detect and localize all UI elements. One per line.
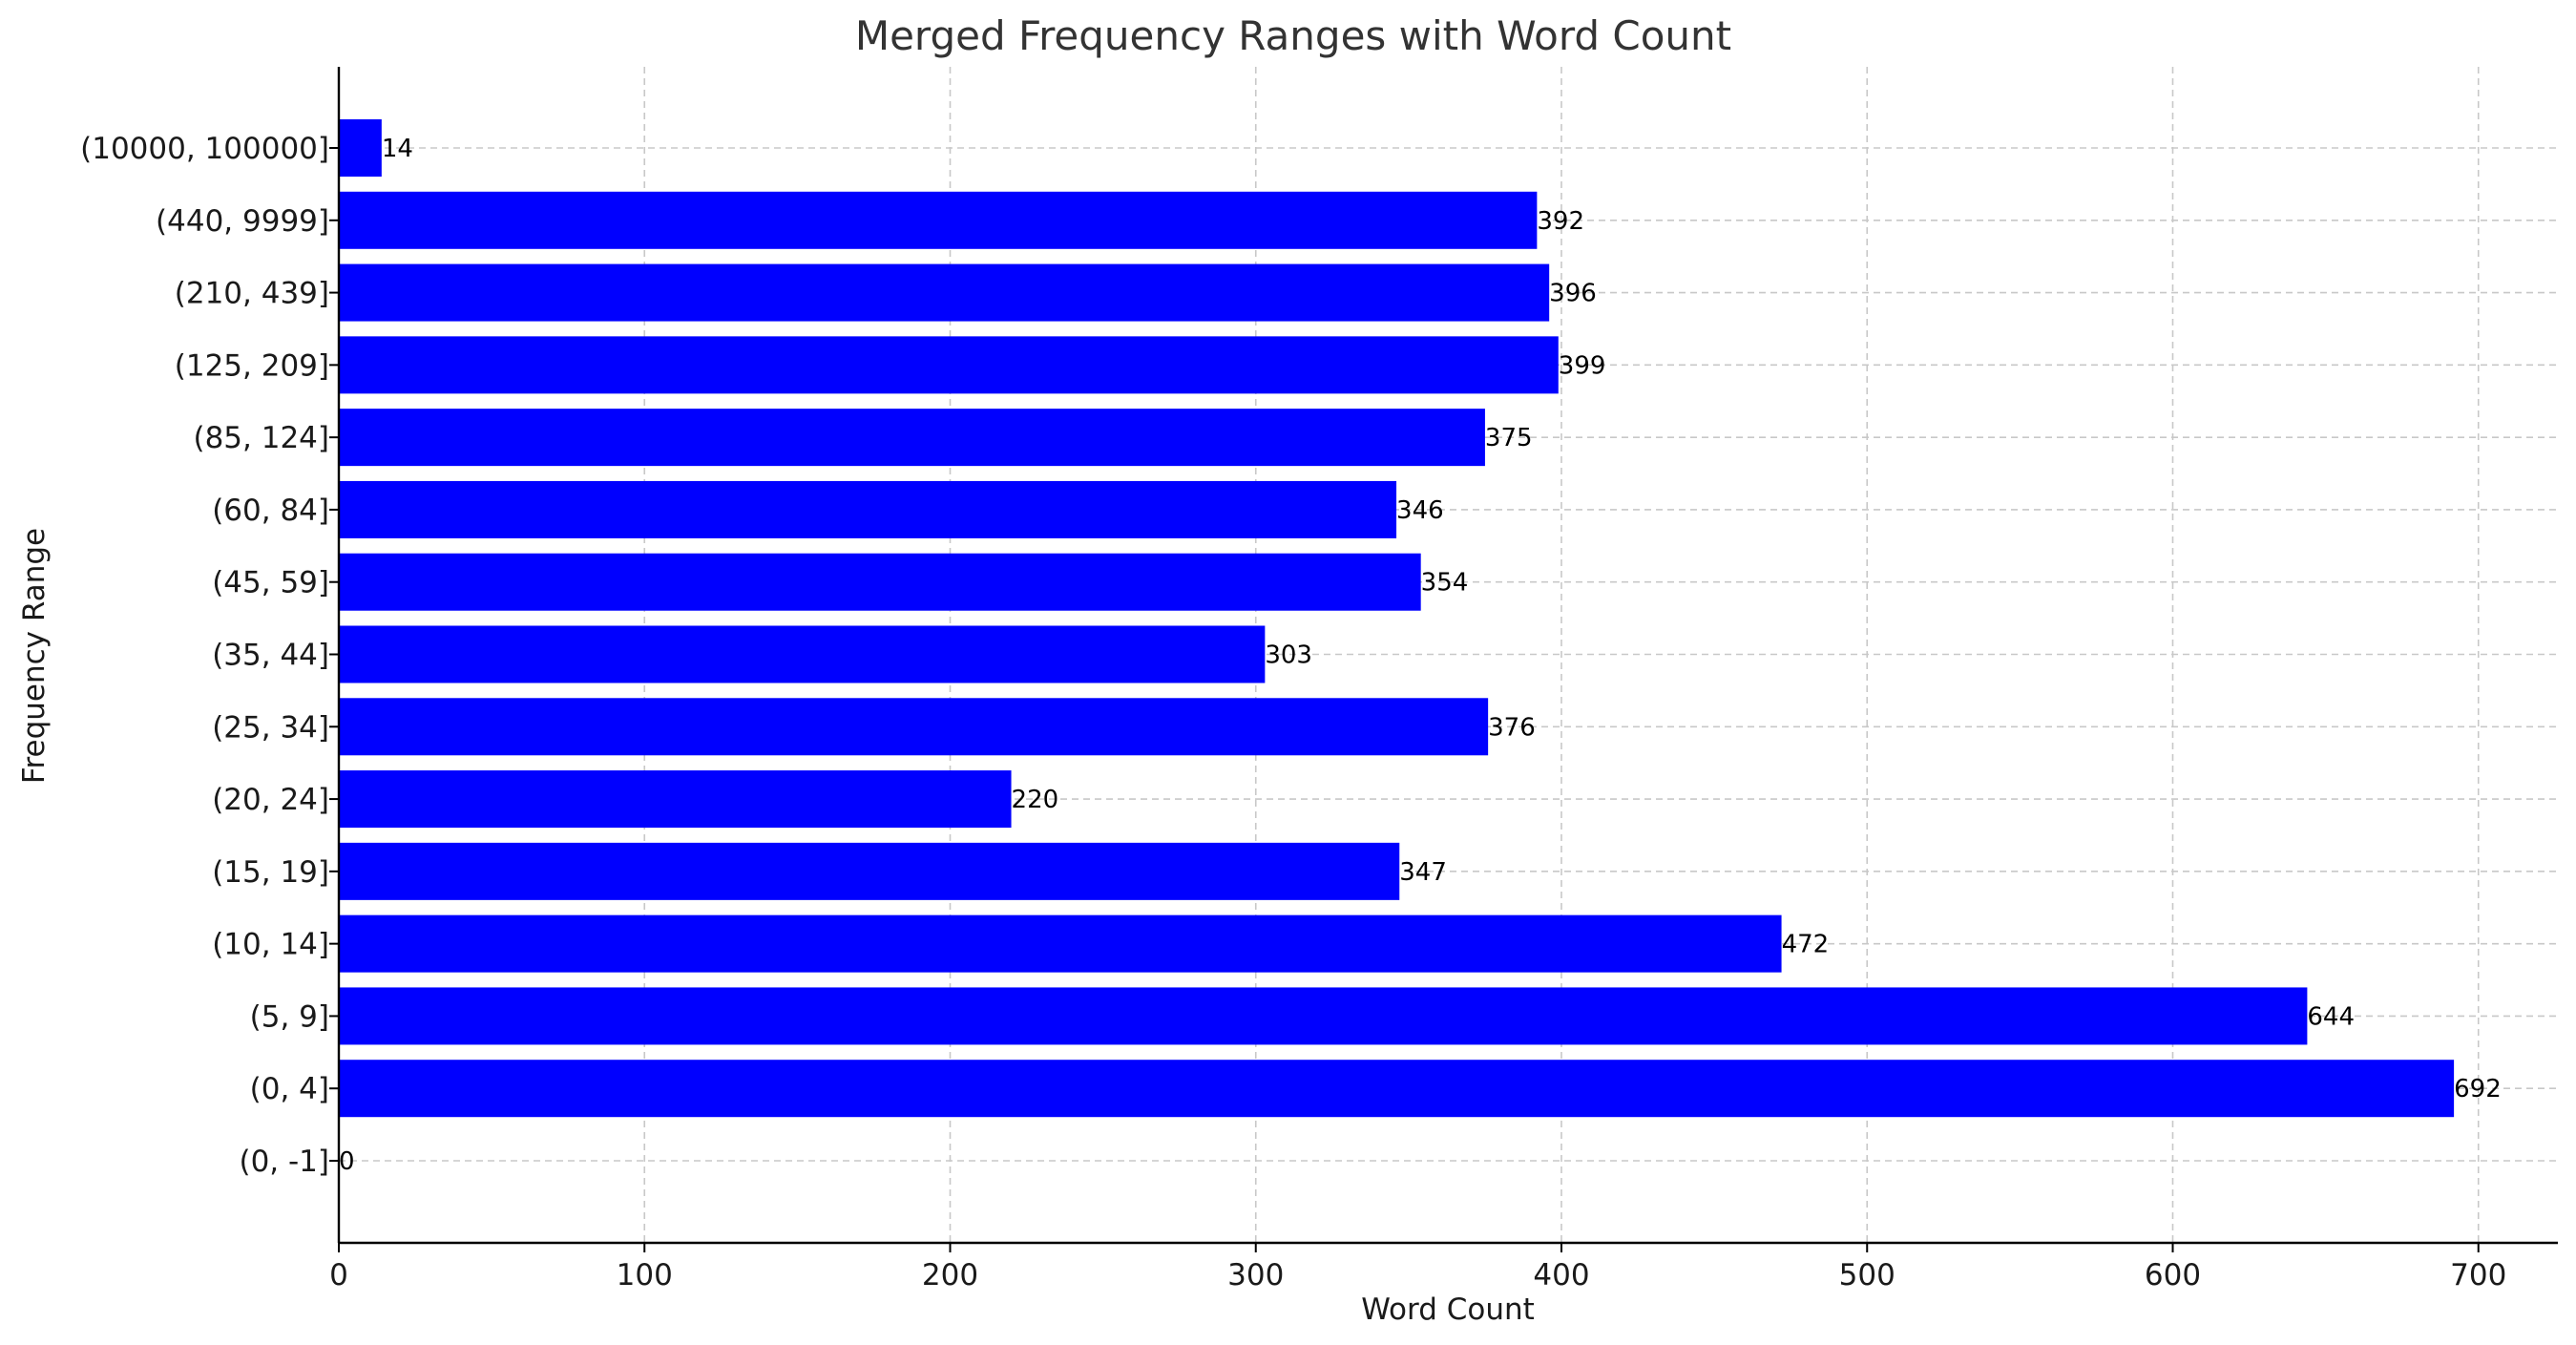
y-tick-label: (35, 44] — [212, 639, 329, 673]
x-tick-label: 200 — [922, 1258, 978, 1292]
bar — [339, 553, 1421, 611]
bar-value-label: 346 — [1396, 496, 1444, 525]
y-tick-label: (125, 209] — [175, 348, 329, 383]
bar-value-label: 399 — [1559, 351, 1606, 380]
bar-value-label: 376 — [1488, 713, 1536, 742]
bar-value-label: 220 — [1012, 786, 1059, 814]
y-axis-ticks: (0, -1] (0, 4] (5, 9] (10, 14] (15, 19] (20, … — [80, 132, 339, 1179]
bar — [339, 263, 1550, 322]
y-tick-label: (0, -1] — [239, 1145, 329, 1179]
x-tick-label: 400 — [1533, 1258, 1589, 1292]
bar-value-label: 392 — [1537, 207, 1584, 236]
y-tick-label: (60, 84] — [212, 494, 329, 528]
x-tick-label: 500 — [1839, 1258, 1895, 1292]
y-axis-label: Frequency Range — [17, 528, 52, 784]
y-tick-label: (5, 9] — [250, 999, 329, 1034]
y-tick-label: (45, 59] — [212, 566, 329, 600]
bar — [339, 770, 1012, 829]
y-tick-label: (85, 124] — [193, 421, 329, 455]
bar — [339, 119, 382, 177]
x-tick-label: 0 — [329, 1258, 348, 1292]
x-tick-label: 300 — [1227, 1258, 1284, 1292]
y-tick-label: (0, 4] — [250, 1072, 329, 1106]
bar-value-label: 644 — [2307, 1002, 2355, 1031]
y-tick-label: (10, 14] — [212, 928, 329, 962]
bar-value-label: 14 — [382, 135, 413, 163]
y-tick-label: (15, 19] — [212, 855, 329, 890]
x-axis-ticks: 0 100 200 300 400 500 600 700 — [329, 1243, 2506, 1292]
bar — [339, 625, 1266, 683]
bar — [339, 1060, 2455, 1118]
x-axis-label: Word Count — [1361, 1292, 1535, 1327]
bar — [339, 191, 1538, 249]
bar — [339, 987, 2308, 1045]
data-labels: 0 692 644 472 347 220 376 303 354 346 375 399 396 392… — [339, 135, 2502, 1176]
bar-value-label: 0 — [339, 1147, 355, 1176]
bar — [339, 336, 1559, 394]
bar — [339, 842, 1400, 900]
bar-value-label: 303 — [1265, 641, 1312, 670]
bar — [339, 409, 1485, 467]
x-tick-label: 600 — [2145, 1258, 2201, 1292]
y-tick-label: (10000, 100000] — [80, 132, 329, 166]
bar — [339, 914, 1782, 973]
bar-value-label: 347 — [1399, 858, 1447, 887]
y-tick-label: (440, 9999] — [156, 204, 329, 239]
y-tick-label: (25, 34] — [212, 710, 329, 745]
bar-value-label: 354 — [1421, 569, 1469, 598]
bar-value-label: 472 — [1782, 931, 1830, 959]
chart-title: Merged Frequency Ranges with Word Count — [855, 12, 1731, 59]
bar-value-label: 396 — [1549, 280, 1597, 308]
bars — [339, 119, 2455, 1118]
bar — [339, 698, 1489, 756]
bar-value-label: 692 — [2454, 1075, 2502, 1103]
bar-value-label: 375 — [1485, 424, 1533, 452]
x-tick-label: 100 — [617, 1258, 673, 1292]
bar — [339, 480, 1397, 538]
y-tick-label: (210, 439] — [175, 277, 329, 311]
y-tick-label: (20, 24] — [212, 783, 329, 817]
x-tick-label: 700 — [2450, 1258, 2506, 1292]
